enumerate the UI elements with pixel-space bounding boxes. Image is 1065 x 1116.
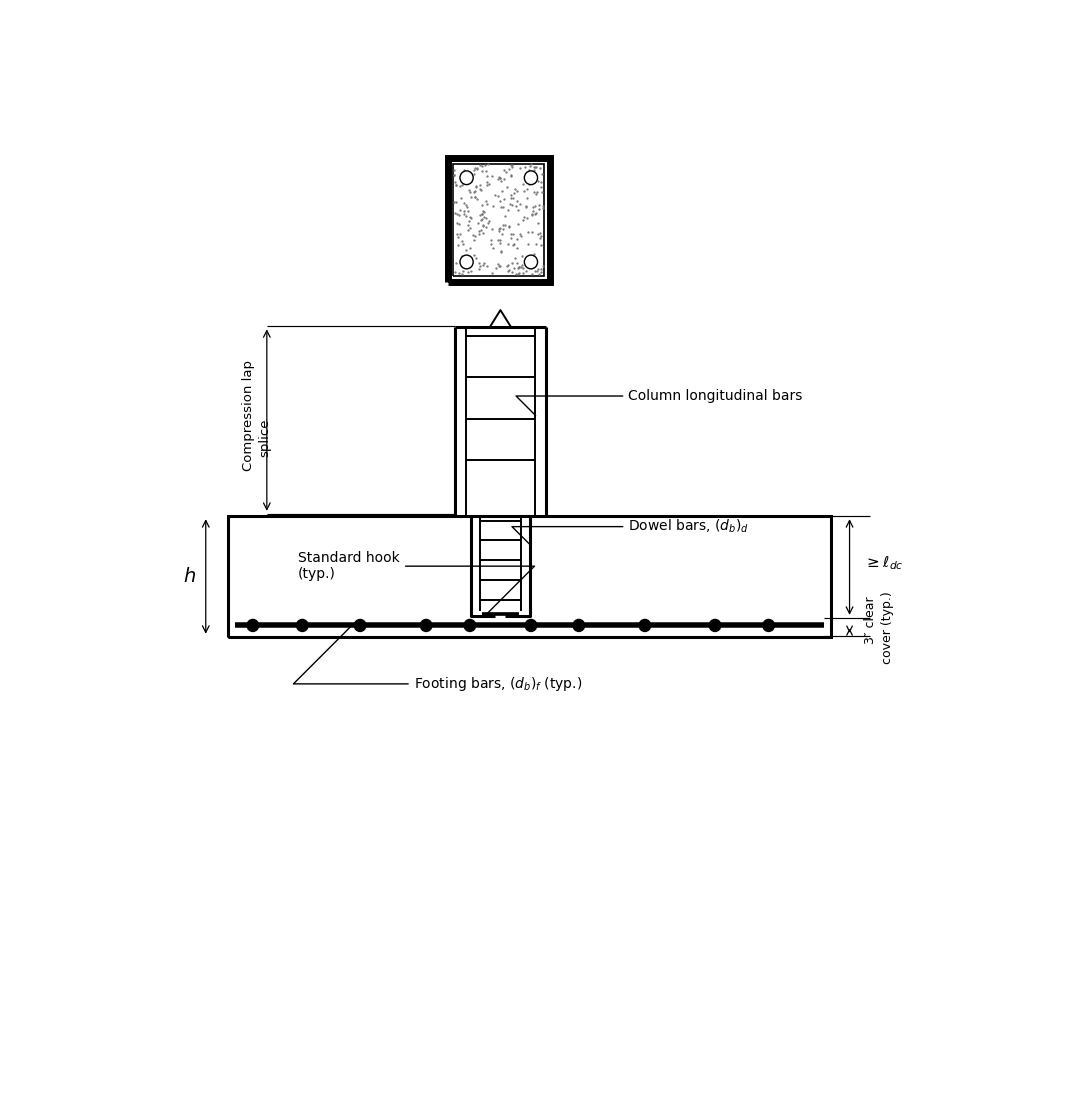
Circle shape: [524, 171, 538, 184]
Circle shape: [460, 256, 473, 269]
Text: Compression lap: Compression lap: [242, 360, 256, 471]
Circle shape: [573, 619, 585, 632]
Circle shape: [763, 619, 774, 632]
Circle shape: [525, 619, 537, 632]
Circle shape: [247, 619, 259, 632]
Text: splice: splice: [258, 418, 271, 456]
Circle shape: [639, 619, 651, 632]
Text: 3″ clear: 3″ clear: [865, 596, 878, 644]
Text: $h$: $h$: [183, 567, 196, 586]
Text: Footing bars, $(d_b)_f$ (typ.): Footing bars, $(d_b)_f$ (typ.): [294, 627, 583, 693]
Text: cover (typ.): cover (typ.): [881, 591, 894, 664]
Circle shape: [355, 619, 366, 632]
Circle shape: [524, 256, 538, 269]
Circle shape: [296, 619, 308, 632]
Circle shape: [709, 619, 721, 632]
Text: Dowel bars, $(d_b)_d$: Dowel bars, $(d_b)_d$: [512, 518, 750, 545]
Text: Column longitudinal bars: Column longitudinal bars: [517, 389, 803, 415]
Circle shape: [460, 171, 473, 184]
Text: $\geq \ell_{dc}$: $\geq \ell_{dc}$: [865, 554, 904, 571]
Circle shape: [421, 619, 432, 632]
Text: Standard hook
(typ.): Standard hook (typ.): [298, 551, 535, 613]
Circle shape: [464, 619, 476, 632]
